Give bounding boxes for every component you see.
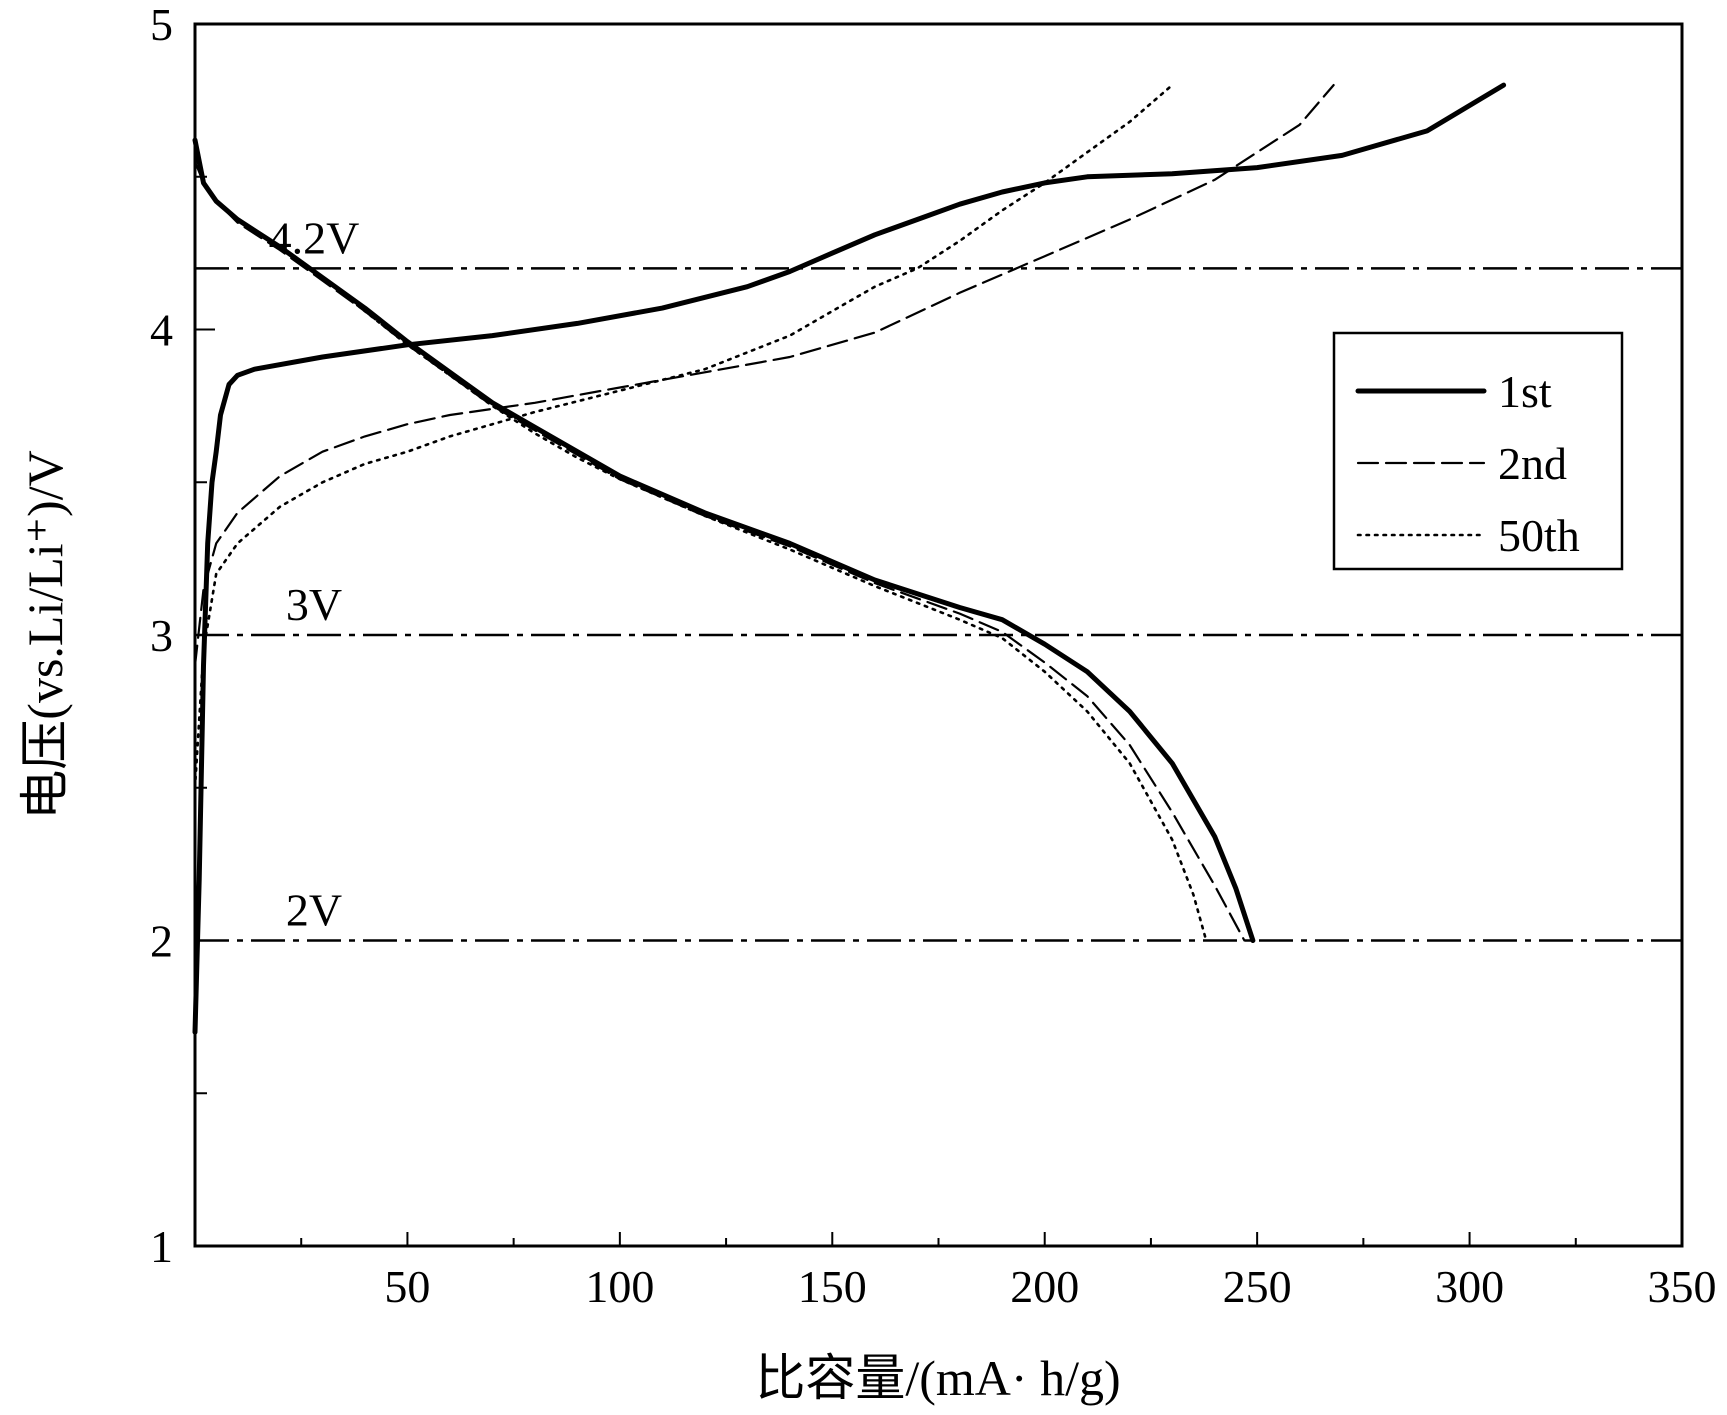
y-tick-label: 3: [150, 610, 173, 661]
x-tick-label: 350: [1648, 1261, 1717, 1312]
legend-label-1st: 1st: [1498, 366, 1552, 417]
series-2nd-discharge-curve: [193, 160, 1246, 942]
x-axis-title: 比容量/(mA· h/g): [755, 1350, 1120, 1406]
x-tick-label: 200: [1010, 1261, 1079, 1312]
series-50th-discharge-curve: [193, 151, 1208, 942]
reference-label-0: 4.2V: [269, 212, 360, 263]
legend-box: [1332, 331, 1624, 571]
y-axis-ticks: 1 2 3 4 5: [150, 0, 215, 1272]
legend-label-2nd: 2nd: [1498, 438, 1567, 489]
legend-label-50th: 50th: [1498, 510, 1580, 561]
x-tick-label: 50: [384, 1261, 430, 1312]
y-tick-label: 1: [150, 1221, 173, 1272]
series-50th-charge-curve: [193, 83, 1174, 790]
x-tick-label: 300: [1435, 1261, 1504, 1312]
y-axis-title: 电压(vs.Li/Li⁺)/V: [17, 450, 73, 819]
reference-label-2: 2V: [286, 885, 342, 936]
series-1st-discharge-curve: [192, 137, 1256, 943]
data-curves: [192, 82, 1507, 1035]
x-tick-label: 150: [798, 1261, 867, 1312]
y-tick-label: 5: [150, 0, 173, 50]
x-tick-label: 250: [1223, 1261, 1292, 1312]
reference-label-1: 3V: [286, 579, 342, 630]
series-2nd-charge-curve: [193, 84, 1335, 667]
y-tick-label: 2: [150, 916, 173, 967]
reference-lines: 4.2V 3V 2V: [195, 212, 1682, 942]
x-axis-ticks: 50 100 150 200 250 300 350: [300, 1232, 1717, 1312]
legend: 1st 2nd 50th: [1332, 331, 1624, 571]
series-1st-charge-curve: [192, 82, 1507, 1035]
x-tick-label: 100: [585, 1261, 654, 1312]
y-tick-label: 4: [150, 305, 173, 356]
